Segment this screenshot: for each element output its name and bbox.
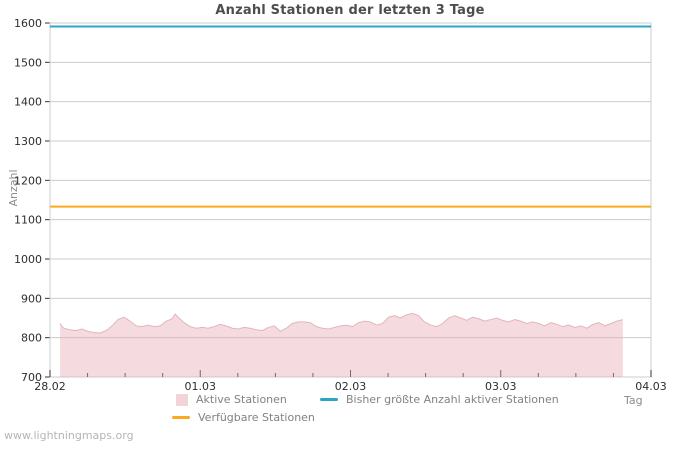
svg-text:28.02: 28.02 <box>34 380 66 393</box>
svg-text:800: 800 <box>21 332 42 345</box>
svg-text:1000: 1000 <box>14 253 42 266</box>
svg-text:03.03: 03.03 <box>485 380 517 393</box>
svg-text:1300: 1300 <box>14 135 42 148</box>
svg-text:1500: 1500 <box>14 56 42 69</box>
chart-title: Anzahl Stationen der letzten 3 Tage <box>215 3 485 18</box>
legend-item-available-stations: Verfügbare Stationen <box>172 411 315 424</box>
legend-swatch-available-stations <box>172 416 190 419</box>
svg-text:900: 900 <box>21 292 42 305</box>
legend-label-max-active-stations: Bisher größte Anzahl aktiver Stationen <box>346 393 559 406</box>
svg-text:04.03: 04.03 <box>635 380 667 393</box>
legend-item-active-stations: Aktive Stationen <box>176 393 287 406</box>
svg-text:1400: 1400 <box>14 96 42 109</box>
svg-text:02.03: 02.03 <box>335 380 367 393</box>
x-axis-label: Tag <box>624 394 643 407</box>
legend-label-active-stations: Aktive Stationen <box>196 393 287 406</box>
svg-text:1100: 1100 <box>14 214 42 227</box>
legend-label-available-stations: Verfügbare Stationen <box>198 411 315 424</box>
svg-text:1600: 1600 <box>14 17 42 30</box>
watermark-link[interactable]: www.lightningmaps.org <box>4 429 134 442</box>
legend-swatch-active-stations <box>176 393 188 406</box>
svg-text:1200: 1200 <box>14 174 42 187</box>
svg-text:01.03: 01.03 <box>185 380 217 393</box>
legend-item-max-active-stations: Bisher größte Anzahl aktiver Stationen <box>320 393 559 406</box>
svg-text:700: 700 <box>21 371 42 384</box>
legend-swatch-max-active-stations <box>320 398 338 401</box>
